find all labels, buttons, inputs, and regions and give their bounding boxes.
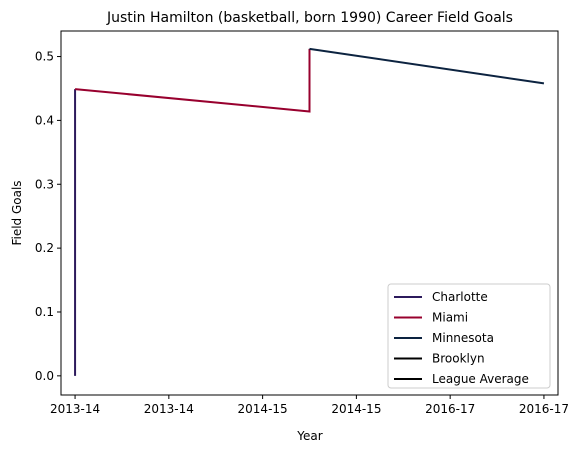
legend: Charlotte Miami Minnesota Brooklyn League Av… [387, 283, 551, 389]
x-axis-ticks: 2013-14 2013-14 2014-15 2014-15 2016-17 2016-… [50, 395, 569, 416]
y-axis-label: Field Goals [10, 180, 24, 245]
y-tick-label: 0.2 [35, 241, 54, 255]
series-line-minnesota [309, 47, 545, 85]
legend-box [387, 283, 551, 389]
legend-label: Brooklyn [432, 352, 485, 366]
y-tick-label: 0.3 [35, 177, 54, 191]
legend-label: League Average [432, 372, 529, 386]
x-axis-label: Year [296, 429, 322, 443]
x-tick-label: 2014-15 [331, 402, 381, 416]
x-tick-label: 2016-17 [519, 402, 569, 416]
x-tick-label: 2013-14 [144, 402, 194, 416]
y-tick-label: 0.0 [35, 369, 54, 383]
x-tick-label: 2014-15 [238, 402, 288, 416]
legend-label: Minnesota [432, 331, 494, 345]
x-tick-label: 2016-17 [425, 402, 475, 416]
y-axis-ticks: 0.0 0.1 0.2 0.3 0.4 0.5 [35, 50, 61, 383]
series-line-miami [74, 48, 311, 113]
series-lines [74, 47, 545, 376]
y-tick-label: 0.1 [35, 305, 54, 319]
plot-frame [60, 30, 559, 396]
legend-label: Charlotte [432, 290, 488, 304]
chart-title: Justin Hamilton (basketball, born 1990) … [106, 10, 513, 26]
legend-label: Miami [432, 311, 468, 325]
y-tick-label: 0.5 [35, 50, 54, 64]
x-tick-label: 2013-14 [50, 402, 100, 416]
y-tick-label: 0.4 [35, 113, 54, 127]
